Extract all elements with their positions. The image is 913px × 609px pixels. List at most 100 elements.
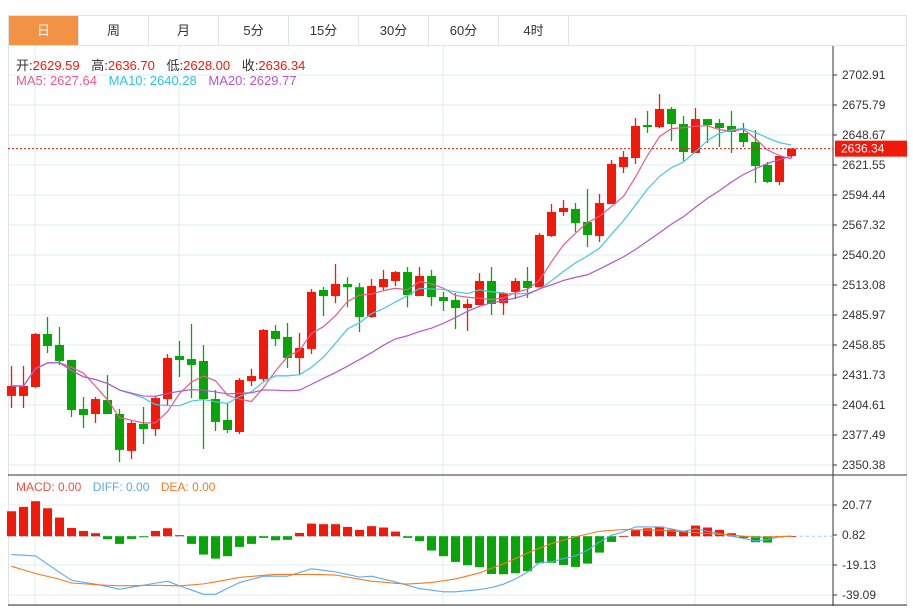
ma-info: MA5: 2627.64 MA10: 2640.28 MA20: 2629.77 (16, 73, 305, 88)
candle-up (619, 156, 628, 168)
candle-down (115, 413, 124, 450)
candle-down (727, 126, 736, 132)
macd-bar (619, 536, 628, 538)
macd-bar (55, 517, 64, 537)
macd-bar (91, 533, 100, 537)
candle-down (451, 300, 460, 308)
ma10-line (11, 127, 792, 407)
macd-bar (631, 530, 640, 537)
candle-down (643, 125, 652, 128)
candle-up (127, 422, 136, 451)
macd-bar (511, 536, 520, 574)
candle-down (715, 123, 724, 129)
ma20-line (11, 155, 792, 397)
candle-up (463, 304, 472, 308)
candle-up (31, 333, 40, 387)
candle-up (247, 376, 256, 382)
macd-bar (679, 530, 688, 537)
macd-bar (655, 526, 664, 537)
macd-bar (331, 524, 340, 537)
candle-up (787, 148, 796, 157)
macd-bar (667, 529, 676, 537)
macd-tick-label: -39.09 (842, 588, 876, 602)
tab-day[interactable]: 日 (9, 16, 79, 45)
tab-30min[interactable]: 30分 (359, 16, 429, 45)
candle-down (43, 333, 52, 346)
current-price-label: 2636.34 (841, 142, 885, 156)
tab-15min[interactable]: 15分 (289, 16, 359, 45)
tab-week[interactable]: 周 (79, 16, 149, 45)
price-tick-label: 2702.91 (842, 68, 886, 82)
price-tick-label: 2621.55 (842, 158, 886, 172)
tab-month[interactable]: 月 (149, 16, 219, 45)
ma5-line (11, 125, 792, 424)
candle-down (187, 358, 196, 365)
candle-up (19, 385, 28, 396)
macd-bar (751, 536, 760, 543)
candle-down (283, 336, 292, 358)
candle-up (163, 357, 172, 400)
dea-line (11, 529, 792, 587)
macd-bar (499, 536, 508, 575)
candle-up (547, 211, 556, 236)
candle-down (487, 281, 496, 305)
ma5-value: MA5: 2627.64 (16, 73, 97, 88)
candle-up (391, 272, 400, 282)
macd-bar (19, 506, 28, 537)
candle-up (367, 285, 376, 317)
low-label: 低: (166, 58, 184, 73)
macd-bar (211, 536, 220, 559)
tab-4hour[interactable]: 4时 (499, 16, 569, 45)
macd-bar (307, 523, 316, 537)
candle-up (607, 163, 616, 205)
candle-up (379, 279, 388, 288)
candle-down (319, 289, 328, 297)
price-tick-label: 2377.49 (842, 428, 886, 442)
candle-down (679, 124, 688, 153)
macd-tick-label: 20.77 (842, 498, 872, 512)
macd-bar (595, 536, 604, 553)
macd-bar (319, 524, 328, 537)
price-tick-label: 2458.85 (842, 338, 886, 352)
candle-down (703, 119, 712, 126)
close-label: 收: (241, 58, 259, 73)
price-tick-label: 2350.38 (842, 458, 886, 472)
macd-bar (643, 528, 652, 537)
open-value: 2629.59 (32, 58, 80, 73)
candle-up (631, 126, 640, 158)
candle-down (271, 331, 280, 339)
candle-up (235, 380, 244, 433)
ohlc-info: 开:2629.59 高:2636.70 低:2628.00 收:2636.34 (16, 55, 313, 74)
macd-bar (523, 536, 532, 572)
macd-info: MACD: 0.00 DIFF: 0.00 DEA: 0.00 (16, 480, 223, 494)
price-tick-label: 2648.67 (842, 128, 886, 142)
tab-60min[interactable]: 60分 (429, 16, 499, 45)
macd-bar (739, 536, 748, 539)
open-label: 开: (16, 58, 33, 73)
candle-down (583, 222, 592, 235)
price-tick-label: 2485.97 (842, 308, 886, 322)
macd-bar (295, 532, 304, 537)
candle-down (103, 400, 112, 414)
diff-value: DIFF: 0.00 (92, 480, 150, 494)
macd-bar (43, 508, 52, 537)
macd-bar (703, 527, 712, 537)
macd-bar (139, 536, 148, 538)
macd-bar (367, 526, 376, 537)
candle-up (7, 385, 16, 396)
candle-down (67, 359, 76, 410)
candle-up (415, 276, 424, 297)
macd-tick-label: -19.13 (842, 558, 876, 572)
macd-bar (535, 536, 544, 564)
macd-bar (175, 535, 184, 537)
macd-bar (391, 531, 400, 537)
macd-bar (127, 536, 136, 539)
high-label: 高: (91, 58, 108, 73)
macd-bar (607, 536, 616, 542)
tab-5min[interactable]: 5分 (219, 16, 289, 45)
macd-bar (463, 536, 472, 566)
high-value: 2636.70 (107, 58, 155, 73)
candle-down (355, 287, 364, 317)
macd-bar (259, 536, 268, 538)
